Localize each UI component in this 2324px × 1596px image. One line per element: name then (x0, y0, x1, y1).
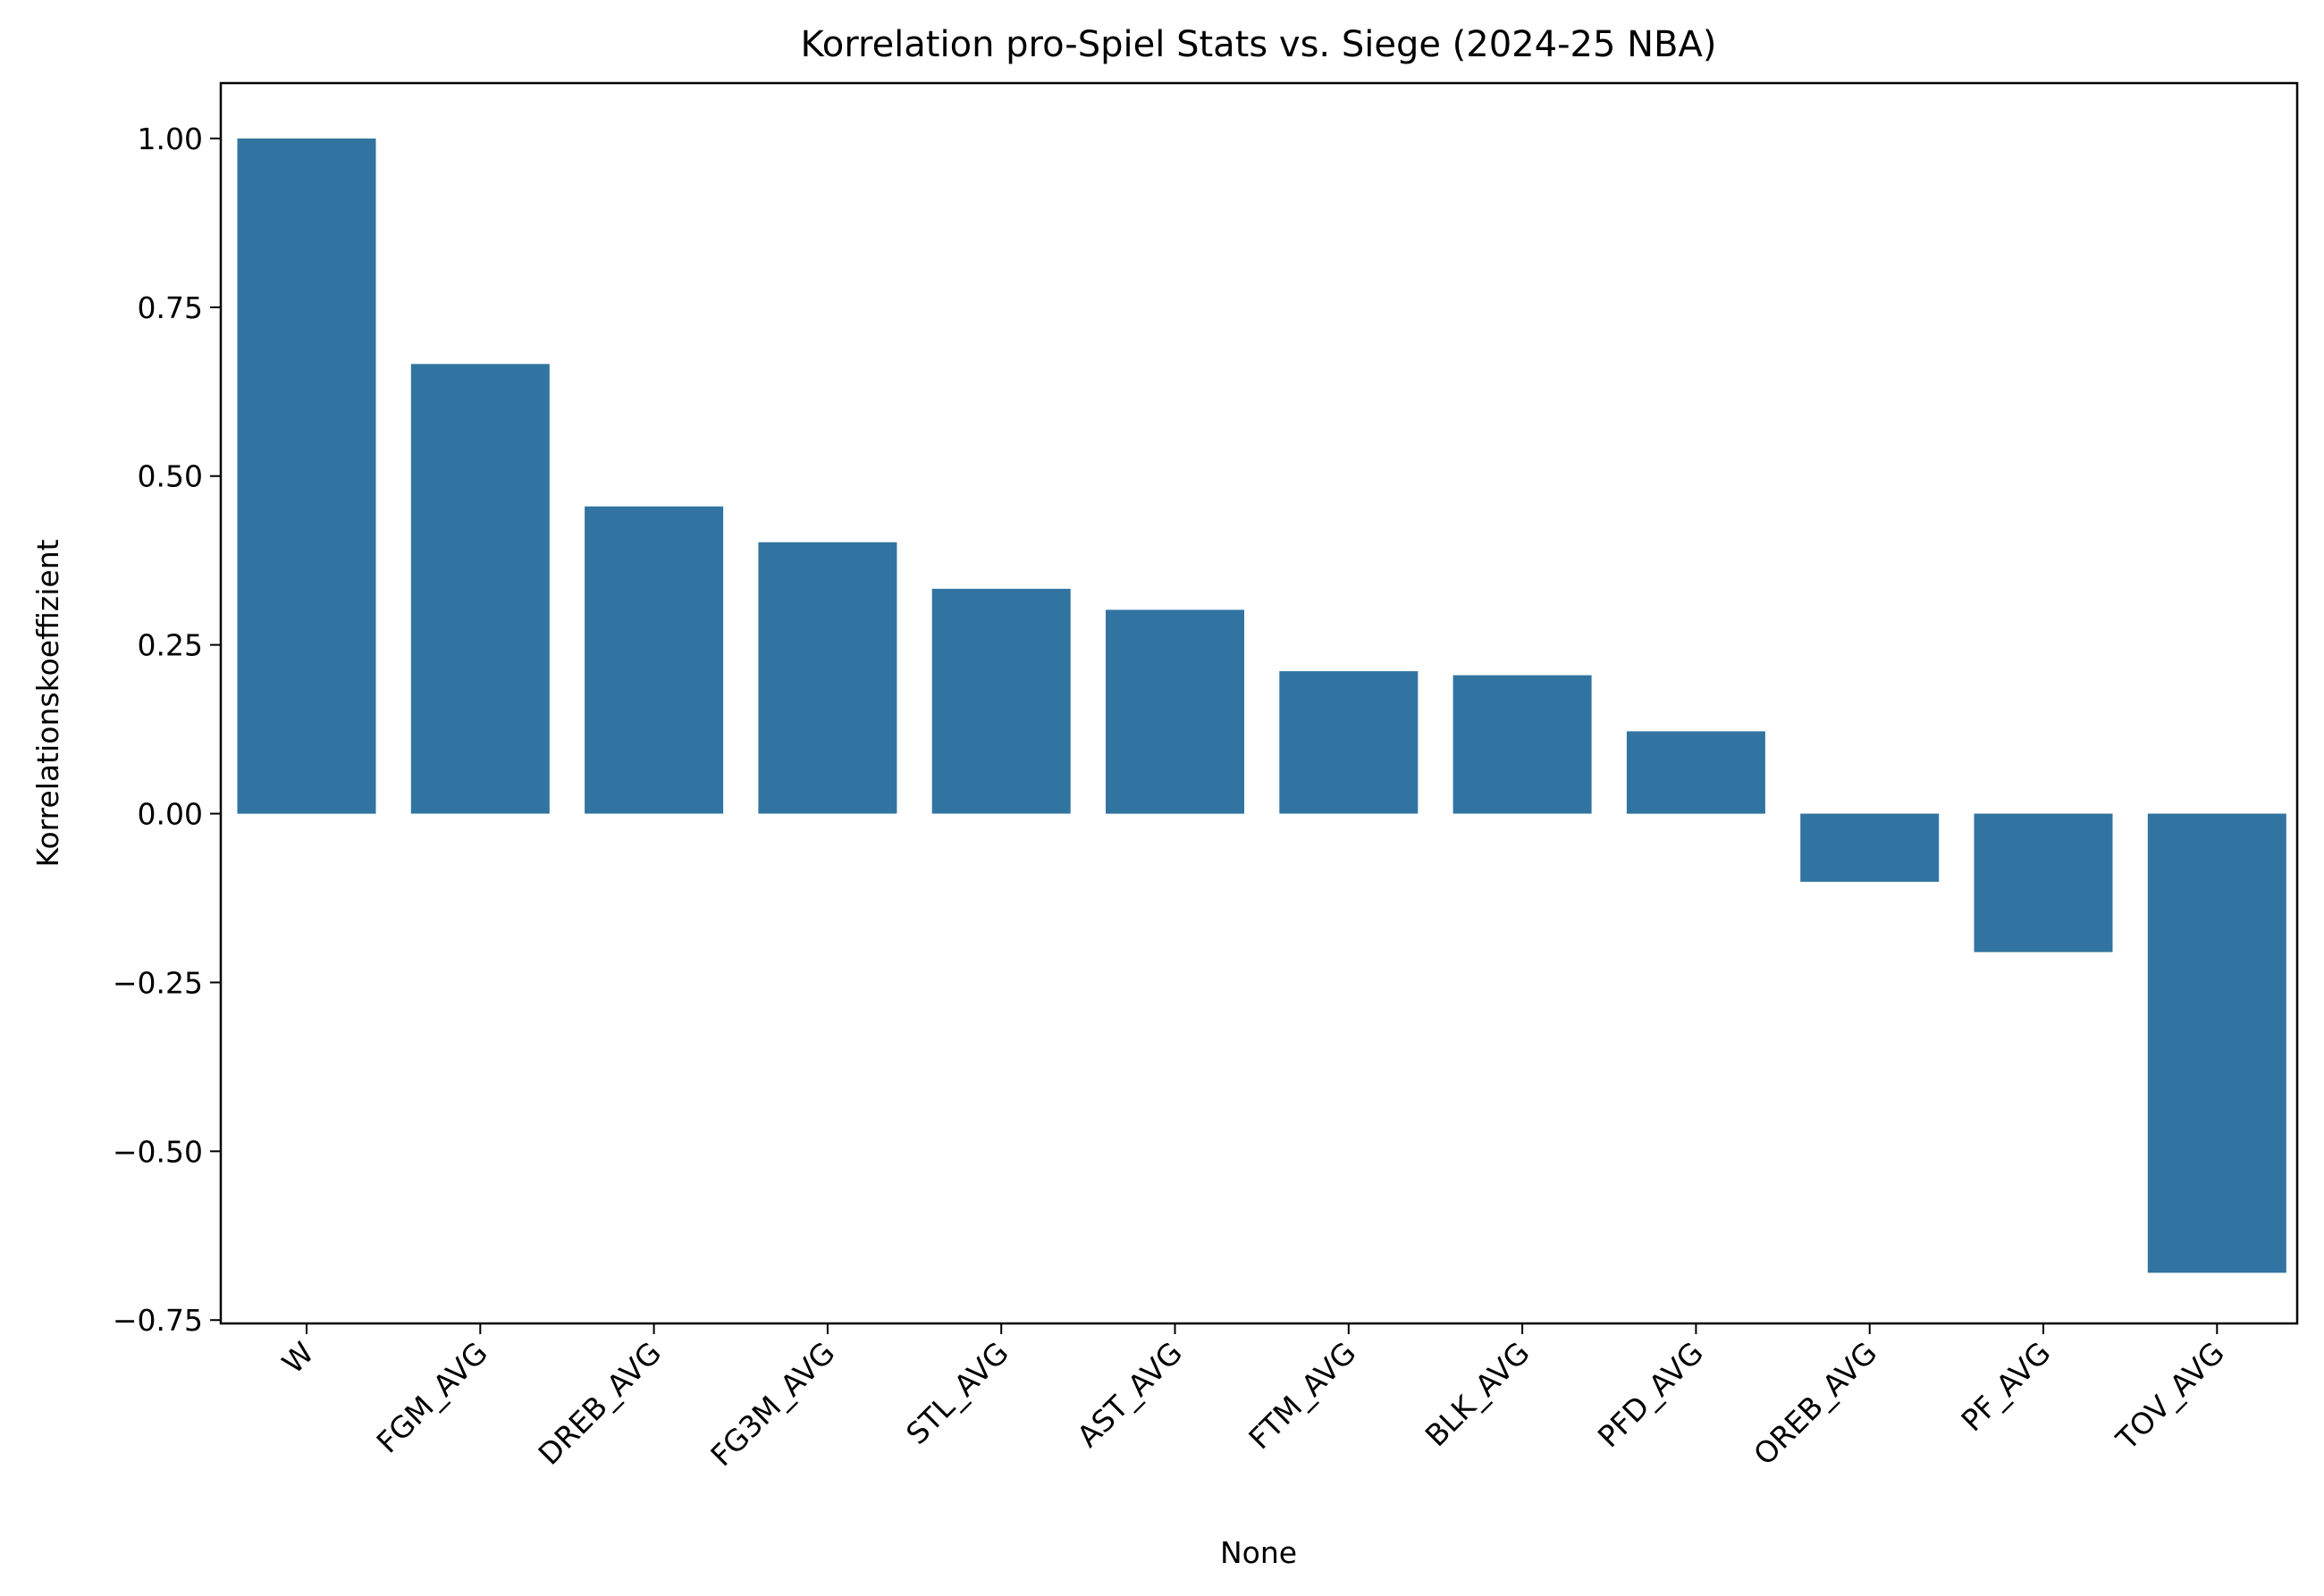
y-tick-label: −0.75 (113, 1303, 203, 1338)
bar-oreb-avg (1800, 813, 1940, 882)
bar-ast-avg (1106, 609, 1244, 814)
bar-tov-avg (2147, 813, 2286, 1273)
x-tick-label: DREB_AVG (532, 1335, 669, 1472)
x-tick-label: AST_AVG (1070, 1335, 1189, 1454)
bar-pf-avg (1974, 813, 2113, 953)
x-tick-label: FG3M_AVG (703, 1335, 841, 1473)
plot-frame (219, 81, 2299, 1325)
y-tick-label: 0.75 (138, 290, 203, 325)
bar-pfd-avg (1626, 731, 1765, 814)
bar-blk-avg (1452, 675, 1592, 814)
x-tick-label: W (275, 1335, 321, 1381)
y-axis-label: Korrelationskoeffizient (30, 539, 65, 867)
y-tick-label: 1.00 (138, 122, 203, 156)
x-tick-label: OREB_AVG (1747, 1335, 1883, 1472)
x-tick-label: PFD_AVG (1591, 1335, 1710, 1454)
x-axis: W FGM_AVG DREB_AVG FG3M_AVG STL_AVG AST_AVG FT… (275, 1323, 2231, 1473)
x-tick-label: BLK_AVG (1419, 1335, 1537, 1453)
x-tick-label: FGM_AVG (370, 1335, 494, 1459)
x-axis-label: None (1220, 1535, 1297, 1570)
x-tick-label: STL_AVG (899, 1335, 1015, 1451)
bar-fgm-avg (410, 364, 550, 814)
bar-stl-avg (931, 588, 1071, 814)
chart-title: Korrelation pro-Spiel Stats vs. Siege (2… (801, 24, 1717, 65)
y-tick-label: −0.50 (113, 1134, 203, 1169)
bar-w (237, 139, 376, 814)
y-tick-label: 0.00 (138, 797, 203, 832)
bar-dreb-avg (585, 506, 724, 814)
bar-ftm-avg (1279, 671, 1419, 814)
x-tick-label: PF_AVG (1954, 1335, 2057, 1438)
bar-fg3m-avg (758, 542, 897, 814)
y-axis: −0.75 −0.50 −0.25 0.00 0.25 0.50 0.75 1.00 (113, 122, 221, 1338)
bars-group (237, 139, 2286, 1273)
y-tick-label: 0.25 (138, 628, 203, 663)
y-tick-label: −0.25 (113, 965, 203, 1000)
x-tick-label: TOV_AVG (2109, 1335, 2231, 1457)
x-tick-label: FTM_AVG (1242, 1335, 1362, 1456)
y-tick-label: 0.50 (138, 459, 203, 494)
